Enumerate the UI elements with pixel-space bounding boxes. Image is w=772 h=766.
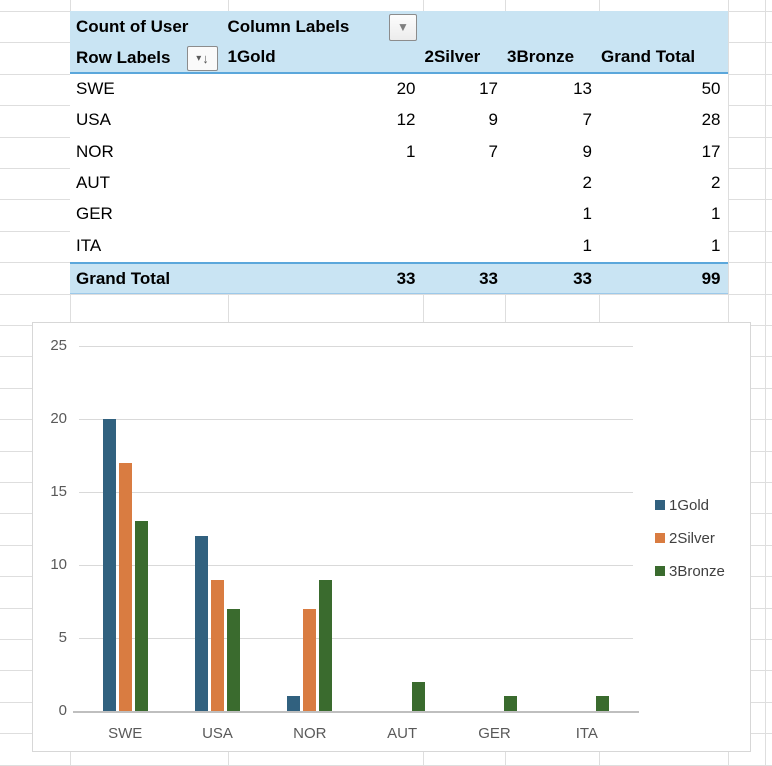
legend-label: 1Gold — [669, 496, 710, 514]
pivot-grand-total-row: Grand Total 33 33 33 99 — [70, 262, 728, 294]
pivot-header-row-2: Row Labels ▾ ↓ 1Gold 2Silver 3Bronze Grand … — [70, 42, 728, 74]
chart-gridline — [79, 346, 633, 347]
pivot-title-cell[interactable]: Count of User — [76, 17, 189, 36]
bar-2Silver-SWE — [118, 462, 132, 711]
value-cell[interactable]: 1 — [582, 235, 592, 255]
filter-dropdown-icon: ▾ — [196, 52, 202, 64]
y-axis-tick-label: 15 — [50, 483, 67, 500]
table-row: USA 12 9 7 28 — [70, 105, 728, 137]
row-label-cell[interactable]: SWE — [76, 78, 115, 98]
value-cell[interactable]: 33 — [573, 269, 592, 289]
legend-item[interactable]: 1Gold — [655, 495, 709, 515]
value-cell[interactable]: 1 — [711, 235, 721, 255]
y-axis-tick-label: 20 — [50, 410, 67, 427]
y-axis-tick-label: 5 — [58, 629, 67, 646]
table-row: ITA 1 1 — [70, 230, 728, 263]
legend-label: 2Silver — [669, 529, 715, 547]
value-cell[interactable]: 20 — [396, 78, 416, 98]
x-axis-tick-label: NOR — [293, 725, 327, 742]
chart-gridline — [79, 638, 633, 639]
value-cell[interactable]: 1 — [711, 204, 721, 224]
chart-gridline — [79, 565, 633, 566]
value-cell[interactable]: 9 — [488, 110, 498, 130]
value-cell[interactable]: 12 — [396, 110, 416, 130]
legend-swatch-icon — [655, 566, 665, 576]
x-axis-line — [73, 711, 639, 713]
bar-3Bronze-ITA — [596, 696, 610, 711]
table-row: GER 1 1 — [70, 199, 728, 231]
bar-2Silver-NOR — [303, 608, 317, 711]
value-cell[interactable]: 13 — [573, 78, 592, 98]
value-cell[interactable]: 1 — [406, 141, 416, 161]
value-cell[interactable]: 1 — [582, 204, 592, 224]
bar-1Gold-SWE — [102, 419, 116, 711]
bar-3Bronze-GER — [504, 696, 517, 711]
column-header-cell[interactable]: 2Silver — [424, 47, 481, 67]
value-cell[interactable]: 7 — [488, 141, 498, 161]
x-axis-tick-label: GER — [478, 725, 511, 742]
value-cell[interactable]: 17 — [479, 78, 498, 98]
row-label-cell[interactable]: ITA — [76, 235, 102, 255]
value-cell[interactable]: 99 — [701, 269, 721, 289]
value-cell[interactable]: 9 — [582, 141, 592, 161]
x-axis-tick-label: ITA — [575, 725, 598, 742]
pivot-table: Count of User Column Labels ▼ Row Labels… — [70, 11, 728, 294]
bar-3Bronze-NOR — [319, 579, 333, 711]
pivot-header-row-1: Count of User Column Labels ▼ — [70, 11, 728, 43]
row-label-cell[interactable]: GER — [76, 204, 113, 224]
bar-chart[interactable]: 0 5 10 15 20 25 SWE USA NOR AUT GER ITA 1Gold 2Silver… — [32, 322, 751, 752]
table-row: NOR 1 7 9 17 — [70, 136, 728, 168]
bar-3Bronze-AUT — [411, 681, 425, 711]
column-labels-dropdown-button[interactable]: ▼ — [389, 13, 417, 41]
chart-gridline — [79, 492, 633, 493]
legend-item[interactable]: 2Silver — [655, 528, 715, 548]
x-axis-tick-label: SWE — [108, 725, 143, 742]
y-axis-tick-label: 0 — [58, 702, 67, 719]
row-label-cell[interactable]: NOR — [76, 141, 114, 161]
chevron-down-icon: ▼ — [397, 20, 409, 34]
bar-1Gold-USA — [195, 535, 208, 711]
legend-label: 3Bronze — [669, 562, 725, 580]
sheet-gridline — [0, 764, 772, 766]
column-header-cell[interactable]: Grand Total — [601, 47, 696, 67]
bar-3Bronze-SWE — [134, 521, 148, 711]
legend-item[interactable]: 3Bronze — [655, 561, 725, 581]
value-cell[interactable]: 33 — [479, 269, 498, 289]
x-axis-tick-label: USA — [202, 725, 233, 742]
value-cell[interactable]: 33 — [396, 269, 416, 289]
sheet-gridline — [765, 0, 766, 766]
row-label-cell[interactable]: USA — [76, 110, 111, 130]
x-axis-tick-label: AUT — [387, 725, 418, 742]
value-cell[interactable]: 17 — [701, 141, 721, 161]
value-cell[interactable]: 2 — [582, 173, 592, 192]
column-labels-cell[interactable]: Column Labels — [227, 17, 350, 36]
legend-swatch-icon — [655, 500, 665, 510]
bar-3Bronze-USA — [227, 608, 240, 711]
value-cell[interactable]: 50 — [701, 78, 721, 98]
table-row: SWE 20 17 13 50 — [70, 73, 728, 106]
bar-2Silver-USA — [211, 579, 224, 711]
value-cell[interactable]: 28 — [701, 110, 721, 130]
row-label-cell[interactable]: Grand Total — [76, 269, 171, 289]
value-cell[interactable]: 2 — [711, 173, 721, 192]
row-label-cell[interactable]: AUT — [76, 173, 110, 192]
row-labels-filter-button[interactable]: ▾ ↓ — [187, 45, 218, 71]
column-header-cell[interactable]: 1Gold — [227, 47, 276, 67]
y-axis-tick-label: 10 — [50, 556, 67, 573]
table-row: AUT 2 2 — [70, 168, 728, 200]
sort-descending-icon: ↓ — [202, 50, 209, 66]
sheet-gridline — [0, 293, 772, 295]
bar-1Gold-NOR — [287, 696, 301, 711]
value-cell[interactable]: 7 — [582, 110, 592, 130]
column-header-cell[interactable]: 3Bronze — [507, 47, 575, 67]
row-labels-cell[interactable]: Row Labels — [76, 48, 171, 68]
legend-swatch-icon — [655, 533, 665, 543]
chart-gridline — [79, 419, 633, 420]
y-axis-tick-label: 25 — [50, 337, 67, 354]
